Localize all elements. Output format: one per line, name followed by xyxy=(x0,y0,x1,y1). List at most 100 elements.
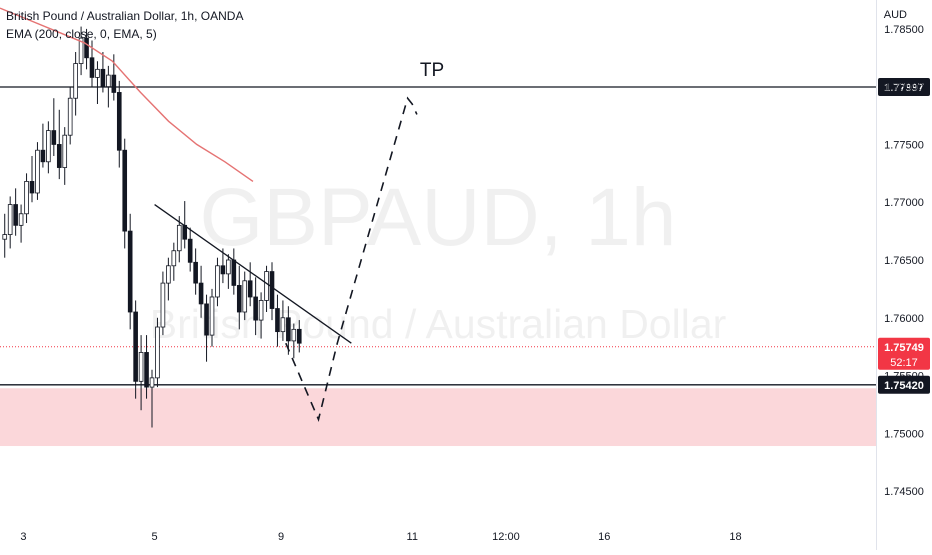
candle-body-up xyxy=(280,317,286,333)
candle-body-up xyxy=(160,282,166,328)
candle xyxy=(35,142,40,200)
candle xyxy=(67,86,73,145)
candle-body-up xyxy=(226,259,231,275)
candle-body-up xyxy=(18,213,24,226)
demand-zone[interactable] xyxy=(0,388,876,447)
candle-body-up xyxy=(24,181,29,215)
candle xyxy=(149,369,155,428)
candle xyxy=(204,294,209,362)
candle-body-down xyxy=(198,282,204,305)
candle-body-down xyxy=(56,144,62,168)
candle xyxy=(2,213,8,258)
candle-body-up xyxy=(171,250,177,267)
watermark-name: British Pound / Australian Dollar xyxy=(150,301,727,347)
candle-body-down xyxy=(236,285,242,313)
candle xyxy=(13,188,18,236)
candle-body-down xyxy=(100,68,106,88)
price-tick-label: 1.75500 xyxy=(884,371,924,383)
price-tag-support xyxy=(878,375,930,394)
price-tick-label: 1.76000 xyxy=(884,313,924,325)
candle-body-up xyxy=(176,224,182,252)
candle xyxy=(7,196,13,249)
candle-body-down xyxy=(133,311,138,382)
candle-body-down xyxy=(193,261,198,284)
candle xyxy=(242,271,248,321)
candle-body-up xyxy=(7,204,13,235)
candle xyxy=(176,216,182,263)
candle xyxy=(286,306,291,355)
candle xyxy=(116,80,122,168)
candle xyxy=(269,262,275,321)
candle-body-down xyxy=(40,149,46,163)
price-tick-label: 1.77500 xyxy=(884,139,924,151)
candle-body-up xyxy=(106,74,111,88)
candle-body-down xyxy=(116,92,122,151)
symbol-title: British Pound / Australian Dollar, 1h, O… xyxy=(6,9,244,23)
candle-body-down xyxy=(111,74,117,93)
candle xyxy=(215,257,220,307)
candle-body-down xyxy=(29,181,35,194)
candle-body-down xyxy=(13,204,18,226)
candle xyxy=(95,61,100,104)
candle xyxy=(291,323,297,359)
candle xyxy=(236,265,242,330)
candle xyxy=(46,121,51,174)
candle-body-up xyxy=(2,234,8,240)
candle xyxy=(40,123,46,168)
candle xyxy=(258,292,264,339)
candle xyxy=(29,156,35,203)
candle xyxy=(133,300,138,399)
candle xyxy=(144,335,149,399)
candle-body-down xyxy=(286,317,291,342)
trendline[interactable] xyxy=(154,204,352,344)
indicator-legend[interactable]: EMA (200, close, 0, EMA, 5) xyxy=(6,27,157,41)
candle-body-up xyxy=(67,97,73,136)
time-tick-label: 16 xyxy=(598,531,610,543)
candle-body-down xyxy=(51,130,57,145)
candle xyxy=(193,248,198,295)
candle xyxy=(122,138,128,249)
projection-path[interactable] xyxy=(285,96,418,423)
candle xyxy=(280,300,286,341)
candle-body-down xyxy=(122,149,128,232)
candle xyxy=(73,52,78,116)
candle xyxy=(253,277,258,336)
price-tag-text-support: 1.75420 xyxy=(884,380,924,392)
price-tick-label: 1.77000 xyxy=(884,197,924,209)
price-tick-label: 1.78000 xyxy=(884,82,924,94)
candle-body-down xyxy=(144,352,149,388)
candle xyxy=(160,271,166,336)
candle-body-up xyxy=(155,326,160,379)
candle-body-down xyxy=(231,259,237,286)
candle xyxy=(56,109,62,180)
ema-line[interactable] xyxy=(0,7,254,182)
candle-body-down xyxy=(127,230,133,313)
candle-body-up xyxy=(95,68,100,78)
candle xyxy=(187,227,193,272)
candle xyxy=(62,127,68,185)
candle xyxy=(275,294,280,347)
candle-body-up xyxy=(149,377,155,388)
current-price-text: 1.75749 xyxy=(884,342,924,354)
tp-label: TP xyxy=(420,60,444,81)
candle xyxy=(220,248,226,284)
price-tick-label: 1.76500 xyxy=(884,255,924,267)
candle xyxy=(209,288,215,347)
candle-body-down xyxy=(89,57,95,78)
candle-body-down xyxy=(187,238,193,263)
candle-body-up xyxy=(62,134,68,168)
candle xyxy=(78,26,84,76)
candle-body-down xyxy=(84,37,89,59)
candle xyxy=(198,265,204,318)
candle-body-down xyxy=(269,271,275,309)
candle-body-down xyxy=(247,280,253,298)
candle xyxy=(24,173,29,224)
price-tick-label: 1.75000 xyxy=(884,428,924,440)
candle xyxy=(296,320,302,353)
candle xyxy=(18,204,24,243)
price-tick-label: 1.78500 xyxy=(884,24,924,36)
price-tag-TP xyxy=(878,78,930,97)
candle xyxy=(100,52,106,93)
